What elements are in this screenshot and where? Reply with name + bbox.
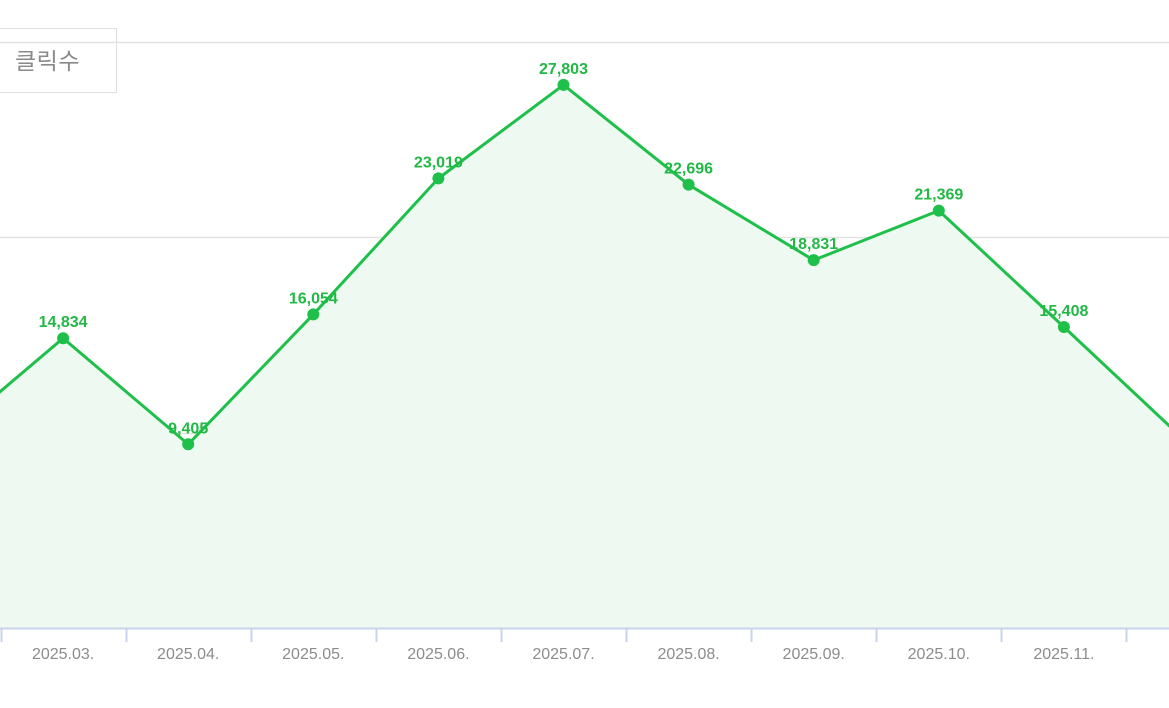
- x-tick-label: 2025.05.: [282, 646, 344, 663]
- data-label: 16,054: [289, 290, 338, 307]
- data-label: 18,831: [789, 236, 838, 253]
- data-point: [182, 438, 194, 450]
- data-point: [683, 179, 695, 191]
- data-label: 15,408: [1039, 303, 1088, 320]
- x-tick-label: 2025.03.: [32, 646, 94, 663]
- area-fill: [0, 85, 1169, 628]
- x-tick-label: 2025.10.: [908, 646, 970, 663]
- data-label: 27,803: [539, 61, 588, 78]
- data-point: [558, 79, 570, 91]
- x-tick-label: 2025.08.: [657, 646, 719, 663]
- data-label: 9,405: [168, 420, 208, 437]
- x-tick-label: 2025.06.: [407, 646, 469, 663]
- chart-page: 클릭수 14,834 9,405 16,054 23,019 27,803 22,696 1…: [0, 0, 1169, 708]
- data-point: [432, 172, 444, 184]
- x-tick-label: 2025.04.: [157, 646, 219, 663]
- data-point: [933, 205, 945, 217]
- x-tick-label: 2025.07.: [532, 646, 594, 663]
- x-tick-label: 2025.09.: [783, 646, 845, 663]
- data-point: [307, 308, 319, 320]
- data-label: 23,019: [414, 154, 463, 171]
- line-chart: 14,834 9,405 16,054 23,019 27,803 22,696 18,83…: [0, 0, 1169, 708]
- data-label: 14,834: [39, 314, 88, 331]
- data-label: 21,369: [914, 187, 963, 204]
- x-tick-label: 2025.11.: [1033, 646, 1094, 663]
- data-point: [57, 332, 69, 344]
- data-label: 22,696: [664, 161, 713, 178]
- data-point: [1058, 321, 1070, 333]
- data-point: [808, 254, 820, 266]
